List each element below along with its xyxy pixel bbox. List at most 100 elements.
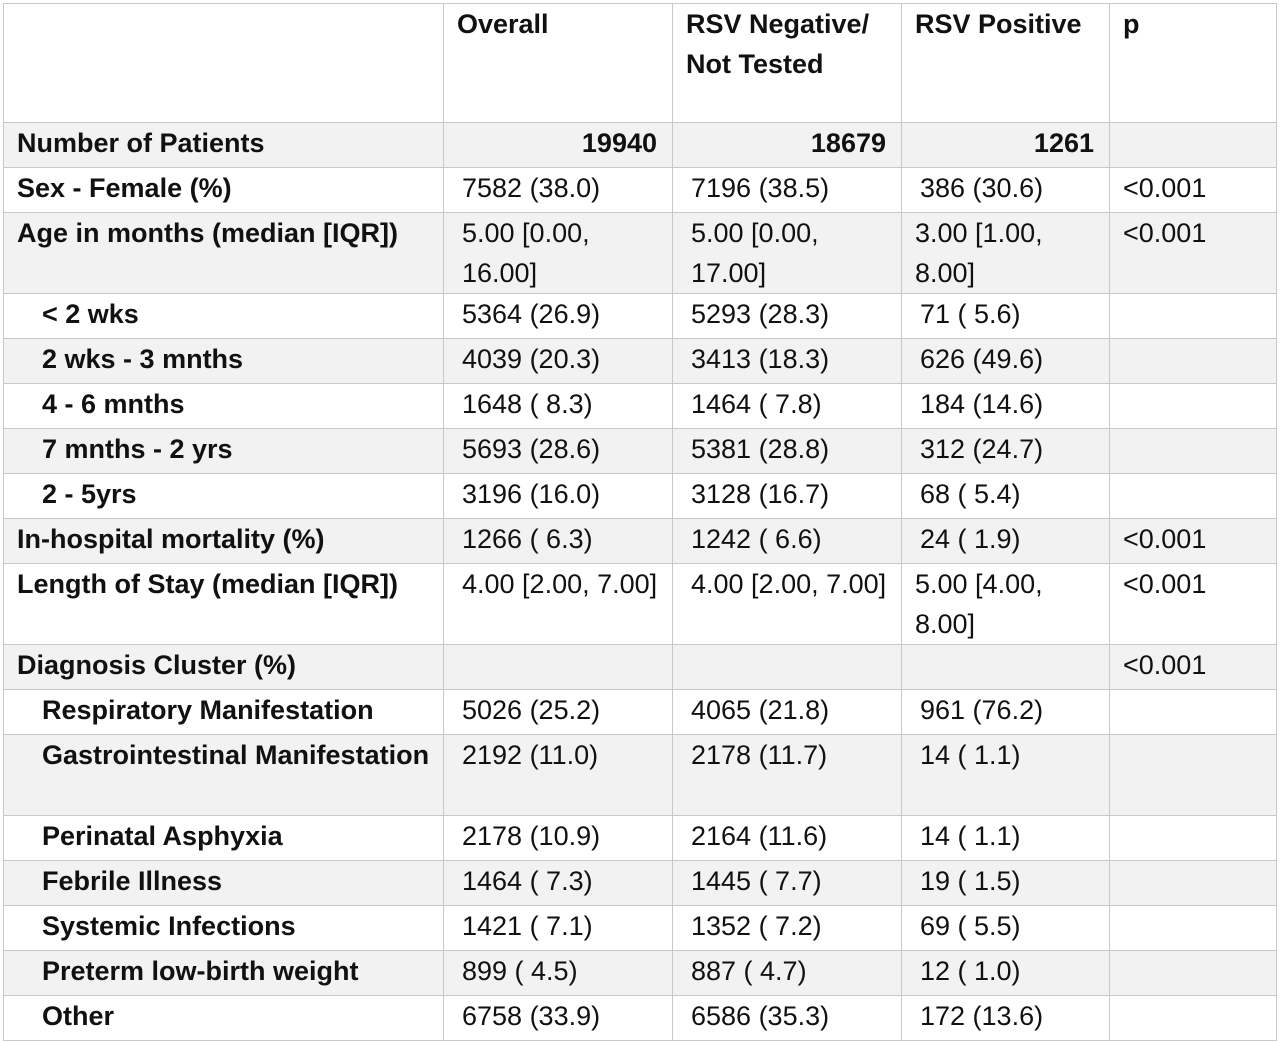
header-row: Overall RSV Negative/ Not Tested RSV Pos…	[3, 3, 1277, 123]
row-label: < 2 wks	[3, 293, 444, 339]
table-row: < 2 wks 5364 (26.9) 5293 (28.3) 71 ( 5.6…	[3, 293, 1277, 339]
cell-rsv-negative: 6586 (35.3)	[672, 995, 902, 1041]
cell-overall: 899 ( 4.5)	[443, 950, 673, 996]
cell-p: <0.001	[1109, 644, 1277, 690]
cell-rsv-negative: 3413 (18.3)	[672, 338, 902, 384]
row-label: Preterm low-birth weight	[3, 950, 444, 996]
cell-p	[1109, 950, 1277, 996]
cell-rsv-positive: 14 ( 1.1)	[901, 815, 1110, 861]
row-label: 7 mnths - 2 yrs	[3, 428, 444, 474]
row-label: Number of Patients	[3, 122, 444, 168]
table-row: Gastrointestinal Manifestation 2192 (11.…	[3, 734, 1277, 816]
cell-p: <0.001	[1109, 167, 1277, 213]
row-label: In-hospital mortality (%)	[3, 518, 444, 564]
cell-p: <0.001	[1109, 563, 1277, 645]
header-p: p	[1109, 3, 1277, 123]
row-label: Length of Stay (median [IQR])	[3, 563, 444, 645]
cell-p	[1109, 905, 1277, 951]
cell-overall: 2192 (11.0)	[443, 734, 673, 816]
cell-rsv-positive: 172 (13.6)	[901, 995, 1110, 1041]
cell-overall: 1648 ( 8.3)	[443, 383, 673, 429]
header-blank	[3, 3, 444, 123]
table-row: Respiratory Manifestation 5026 (25.2) 40…	[3, 689, 1277, 735]
cell-rsv-positive: 14 ( 1.1)	[901, 734, 1110, 816]
cell-rsv-negative: 4065 (21.8)	[672, 689, 902, 735]
cell-p	[1109, 473, 1277, 519]
cell-rsv-positive: 1261	[901, 122, 1110, 168]
table-row: Age in months (median [IQR]) 5.00 [0.00,…	[3, 212, 1277, 294]
cell-rsv-negative: 4.00 [2.00, 7.00]	[672, 563, 902, 645]
cell-rsv-negative: 887 ( 4.7)	[672, 950, 902, 996]
cell-p	[1109, 383, 1277, 429]
row-label: Other	[3, 995, 444, 1041]
row-label: Febrile Illness	[3, 860, 444, 906]
rsv-characteristics-table: Overall RSV Negative/ Not Tested RSV Pos…	[3, 3, 1277, 1041]
cell-overall: 1421 ( 7.1)	[443, 905, 673, 951]
cell-rsv-positive: 3.00 [1.00, 8.00]	[901, 212, 1110, 294]
cell-overall: 5026 (25.2)	[443, 689, 673, 735]
cell-rsv-positive: 68 ( 5.4)	[901, 473, 1110, 519]
cell-rsv-negative: 2164 (11.6)	[672, 815, 902, 861]
cell-rsv-negative: 1352 ( 7.2)	[672, 905, 902, 951]
table-row: Sex - Female (%) 7582 (38.0) 7196 (38.5)…	[3, 167, 1277, 213]
cell-overall: 4039 (20.3)	[443, 338, 673, 384]
cell-rsv-positive: 24 ( 1.9)	[901, 518, 1110, 564]
cell-p	[1109, 689, 1277, 735]
cell-rsv-positive: 12 ( 1.0)	[901, 950, 1110, 996]
cell-rsv-negative: 1445 ( 7.7)	[672, 860, 902, 906]
row-label: Gastrointestinal Manifestation	[3, 734, 444, 816]
table-row: Length of Stay (median [IQR]) 4.00 [2.00…	[3, 563, 1277, 645]
cell-rsv-positive: 626 (49.6)	[901, 338, 1110, 384]
header-rsv-negative: RSV Negative/ Not Tested	[672, 3, 902, 123]
row-label: 4 - 6 mnths	[3, 383, 444, 429]
cell-p	[1109, 293, 1277, 339]
cell-rsv-negative: 5.00 [0.00, 17.00]	[672, 212, 902, 294]
cell-overall: 5693 (28.6)	[443, 428, 673, 474]
row-label: Respiratory Manifestation	[3, 689, 444, 735]
cell-p: <0.001	[1109, 518, 1277, 564]
table-row: Preterm low-birth weight 899 ( 4.5) 887 …	[3, 950, 1277, 996]
cell-rsv-negative: 1464 ( 7.8)	[672, 383, 902, 429]
table-row: 7 mnths - 2 yrs 5693 (28.6) 5381 (28.8) …	[3, 428, 1277, 474]
cell-rsv-positive: 184 (14.6)	[901, 383, 1110, 429]
table-row: Febrile Illness 1464 ( 7.3) 1445 ( 7.7) …	[3, 860, 1277, 906]
cell-rsv-negative: 7196 (38.5)	[672, 167, 902, 213]
cell-rsv-negative: 2178 (11.7)	[672, 734, 902, 816]
cell-overall: 1464 ( 7.3)	[443, 860, 673, 906]
cell-rsv-negative: 5381 (28.8)	[672, 428, 902, 474]
cell-p: <0.001	[1109, 212, 1277, 294]
cell-overall: 5364 (26.9)	[443, 293, 673, 339]
table-row: In-hospital mortality (%) 1266 ( 6.3) 12…	[3, 518, 1277, 564]
cell-overall: 2178 (10.9)	[443, 815, 673, 861]
cell-overall: 4.00 [2.00, 7.00]	[443, 563, 673, 645]
cell-overall	[443, 644, 673, 690]
row-label: Sex - Female (%)	[3, 167, 444, 213]
row-label: Perinatal Asphyxia	[3, 815, 444, 861]
cell-rsv-negative: 3128 (16.7)	[672, 473, 902, 519]
table-row: Diagnosis Cluster (%) <0.001	[3, 644, 1277, 690]
cell-overall: 3196 (16.0)	[443, 473, 673, 519]
cell-rsv-negative: 1242 ( 6.6)	[672, 518, 902, 564]
cell-overall: 19940	[443, 122, 673, 168]
table-row: Systemic Infections 1421 ( 7.1) 1352 ( 7…	[3, 905, 1277, 951]
cell-overall: 1266 ( 6.3)	[443, 518, 673, 564]
header-rsv-positive: RSV Positive	[901, 3, 1110, 123]
row-label: 2 wks - 3 mnths	[3, 338, 444, 384]
table-row: Perinatal Asphyxia 2178 (10.9) 2164 (11.…	[3, 815, 1277, 861]
cell-rsv-positive	[901, 644, 1110, 690]
cell-rsv-positive: 69 ( 5.5)	[901, 905, 1110, 951]
cell-p	[1109, 860, 1277, 906]
cell-rsv-positive: 5.00 [4.00, 8.00]	[901, 563, 1110, 645]
row-label: Systemic Infections	[3, 905, 444, 951]
cell-p	[1109, 428, 1277, 474]
cell-p	[1109, 815, 1277, 861]
row-label: 2 - 5yrs	[3, 473, 444, 519]
row-label: Diagnosis Cluster (%)	[3, 644, 444, 690]
cell-p	[1109, 995, 1277, 1041]
cell-rsv-positive: 312 (24.7)	[901, 428, 1110, 474]
table-row: 2 - 5yrs 3196 (16.0) 3128 (16.7) 68 ( 5.…	[3, 473, 1277, 519]
cell-rsv-positive: 961 (76.2)	[901, 689, 1110, 735]
cell-rsv-negative	[672, 644, 902, 690]
table-row: 4 - 6 mnths 1648 ( 8.3) 1464 ( 7.8) 184 …	[3, 383, 1277, 429]
table-row: Number of Patients 19940 18679 1261	[3, 122, 1277, 168]
